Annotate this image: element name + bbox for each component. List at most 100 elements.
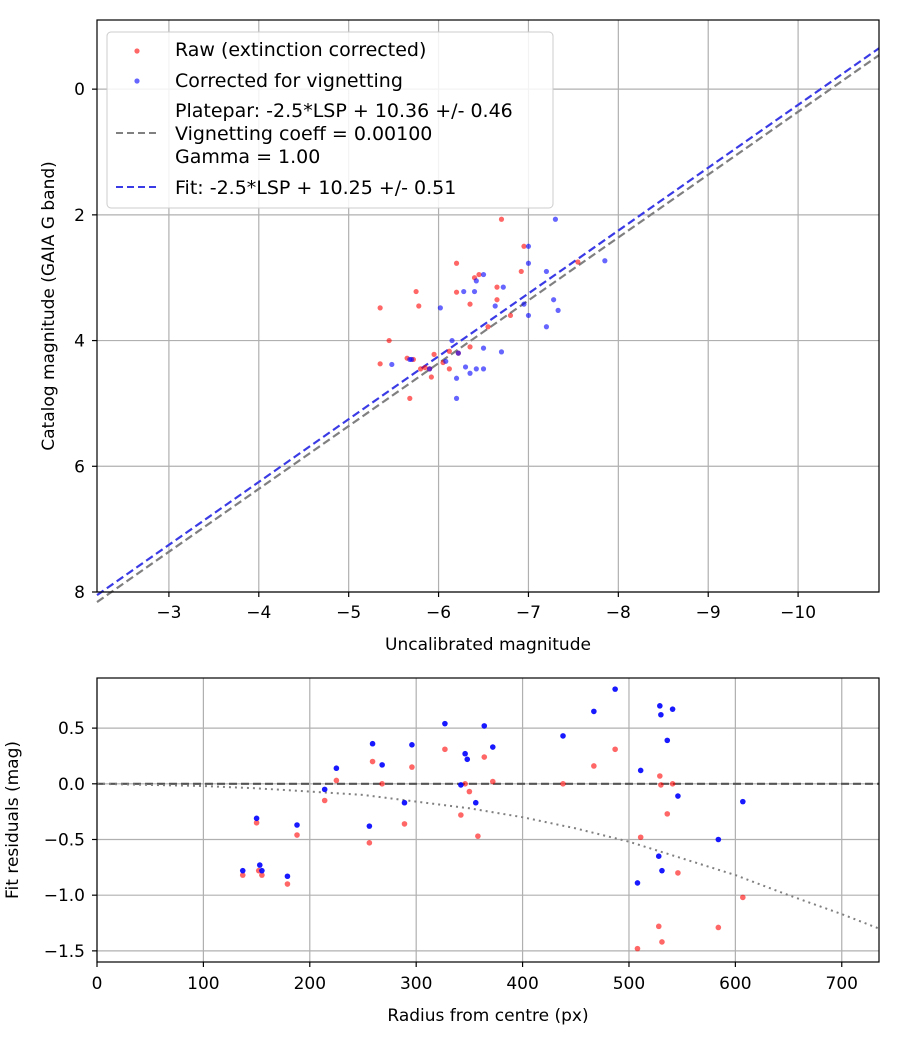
residuals-x-tick-label: 300 [400, 974, 432, 994]
platepar-fit-line [96, 54, 880, 603]
corrected-point [521, 301, 527, 307]
raw-residual-point [740, 894, 746, 901]
corrected-residual-point [458, 782, 464, 788]
corrected-point [525, 312, 532, 319]
corrected-point [449, 337, 455, 344]
raw-residual-point [284, 881, 291, 887]
residuals-x-axis-label: Radius from centre (px) [387, 1006, 588, 1026]
corrected-residual-point [659, 867, 665, 874]
corrected-residual-point [442, 720, 448, 727]
raw-residual-point [442, 746, 448, 753]
calibration-x-tick-label: −3 [156, 603, 181, 623]
raw-residual-point [366, 840, 373, 846]
calibration-y-tick-label: 6 [74, 457, 85, 477]
residuals-plot-frame [96, 677, 880, 963]
raw-point [518, 268, 524, 275]
corrected-point [480, 271, 487, 278]
residuals-x-tick-label: 400 [506, 974, 538, 994]
corrected-residual-point [560, 733, 566, 739]
calibration-x-tick-label: −4 [246, 603, 271, 623]
legend-platepar-label: Platepar: -2.5*LSP + 10.36 +/- 0.46 Vign… [175, 100, 519, 168]
raw-residual-point [333, 777, 340, 784]
corrected-residual-point [464, 756, 471, 763]
residuals-y-tick-label: −0.5 [44, 830, 85, 850]
raw-point [467, 344, 473, 350]
raw-point [377, 305, 383, 311]
legend-raw-label: Raw (extinction corrected) [175, 39, 426, 61]
raw-residual-point [634, 945, 641, 952]
raw-point [416, 303, 422, 309]
calibration-x-tick-label: −7 [516, 603, 541, 623]
legend-corrected-label: Corrected for vignetting [175, 70, 403, 92]
raw-point [413, 288, 419, 295]
residuals-x-tick-label: 700 [826, 974, 858, 994]
corrected-residual-point [366, 823, 373, 829]
corrected-residual-point [379, 762, 385, 768]
calibration-x-tick-label: −5 [336, 603, 361, 623]
raw-residual-point [612, 746, 618, 753]
calibration-ticks: −3 −4 −5 −6 −7 −8 −9 −10 0 2 4 6 8 [74, 80, 816, 623]
raw-residual-point [458, 812, 464, 818]
raw-residual-point [253, 819, 260, 826]
corrected-point [455, 350, 461, 356]
raw-residual-point [462, 781, 468, 787]
corrected-residual-point [591, 708, 597, 715]
corrected-point [552, 216, 559, 222]
raw-residual-point [675, 870, 681, 876]
residuals-plot: 0 100 200 300 400 500 600 700 0.5 0.0 −0.5 −1.0 −1.5… [3, 677, 880, 1026]
raw-residual-point [658, 782, 664, 788]
residuals-points [239, 686, 746, 952]
raw-point [575, 259, 581, 265]
calibration-points [377, 216, 608, 401]
corrected-point [551, 297, 557, 303]
corrected-residual-point [612, 686, 618, 692]
residuals-x-tick-label: 600 [719, 974, 751, 994]
corrected-point [471, 288, 478, 295]
raw-point [476, 271, 482, 278]
raw-point [485, 324, 491, 330]
raw-residual-point [591, 763, 597, 769]
residuals-ticks: 0 100 200 300 400 500 600 700 0.5 0.0 −0.5 −1.0 −1.5 [44, 719, 858, 994]
raw-residual-point [655, 923, 662, 930]
legend-platepar-line-1: Platepar: -2.5*LSP + 10.36 +/- 0.46 [175, 100, 513, 122]
raw-residual-point [294, 832, 300, 838]
calibration-y-tick-label: 8 [74, 583, 85, 603]
residuals-y-tick-label: 0.5 [58, 719, 85, 739]
corrected-residual-point [664, 737, 671, 744]
legend: Raw (extinction corrected) Corrected for… [106, 31, 554, 209]
raw-residual-point [379, 781, 385, 787]
corrected-residual-point [655, 853, 662, 859]
corrected-point [543, 268, 550, 275]
corrected-point [453, 375, 460, 381]
residuals-y-tick-label: −1.5 [44, 942, 85, 962]
corrected-residual-point [333, 765, 340, 772]
raw-point [507, 312, 514, 319]
legend-box [106, 31, 554, 209]
corrected-residual-point [462, 750, 468, 757]
calibration-y-tick-label: 4 [74, 332, 85, 352]
calibration-x-axis-label: Uncalibrated magnitude [385, 635, 591, 655]
corrected-residual-point [634, 880, 641, 886]
raw-point [498, 216, 505, 222]
corrected-point [437, 305, 443, 311]
raw-point [521, 243, 527, 249]
residuals-y-axis-label: Fit residuals (mag) [3, 741, 23, 899]
legend-raw-marker [134, 48, 140, 54]
corrected-residual-point [472, 799, 479, 806]
raw-residual-point [239, 872, 246, 878]
raw-residual-point [409, 764, 415, 770]
raw-residual-point [475, 833, 481, 839]
residuals-grid [96, 678, 879, 962]
corrected-point [443, 358, 449, 364]
residuals-x-tick-label: 100 [187, 974, 219, 994]
raw-point [431, 351, 437, 357]
corrected-residual-point [253, 815, 260, 822]
corrected-residual-point [321, 786, 328, 793]
corrected-point [525, 243, 532, 249]
corrected-residual-point [256, 862, 263, 868]
raw-point [446, 348, 452, 354]
raw-residual-point [481, 754, 488, 760]
raw-residual-point [669, 781, 676, 787]
raw-residual-point [466, 788, 473, 795]
